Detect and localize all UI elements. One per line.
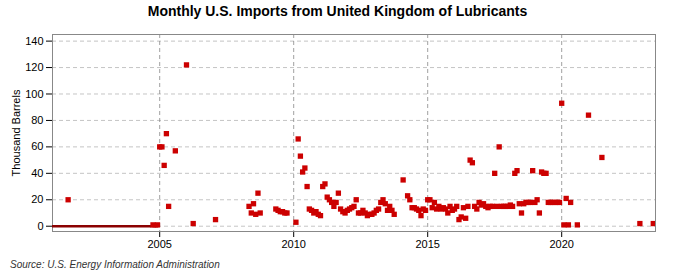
svg-text:80: 80 [31, 114, 43, 126]
svg-text:2015: 2015 [415, 238, 439, 250]
svg-text:20: 20 [31, 193, 43, 205]
svg-text:120: 120 [25, 61, 43, 73]
svg-text:140: 140 [25, 35, 43, 47]
html-text:Source: U.S. Energy Informatio: Source: U.S. Energy Information Administ… [10, 259, 220, 270]
svg-text:40: 40 [31, 167, 43, 179]
svg-text:2010: 2010 [281, 238, 305, 250]
svg-text:Thousand Barrels: Thousand Barrels [10, 89, 22, 176]
svg-text:100: 100 [25, 88, 43, 100]
svg-text:2020: 2020 [549, 238, 573, 250]
svg-text:2005: 2005 [147, 238, 171, 250]
svg-text:60: 60 [31, 140, 43, 152]
svg-text:0: 0 [37, 220, 43, 232]
html-text:Monthly U.S. Imports from Unit: Monthly U.S. Imports from United Kingdom… [147, 3, 528, 19]
